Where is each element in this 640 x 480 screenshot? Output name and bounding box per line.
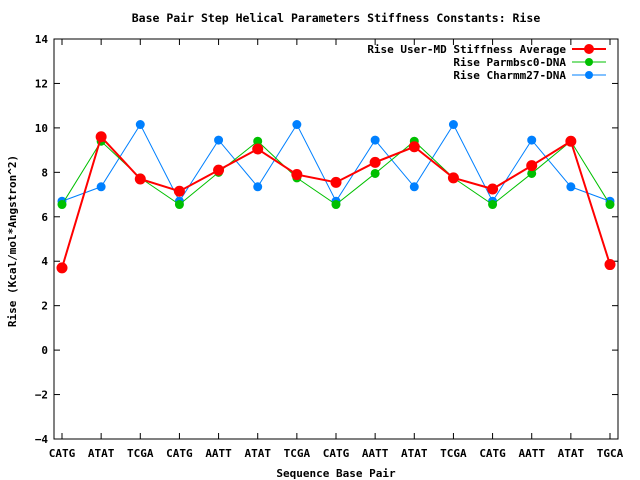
- x-tick-label: ATAT: [558, 447, 585, 460]
- legend-marker-2: [585, 71, 593, 79]
- legend-label-1: Rise Parmbsc0-DNA: [453, 56, 566, 69]
- series-2-point: [527, 135, 537, 145]
- series-2-point: [448, 120, 458, 130]
- x-tick-label: ATAT: [88, 447, 115, 460]
- series-0-point: [95, 131, 107, 143]
- x-axis-label: Sequence Base Pair: [276, 467, 396, 480]
- x-tick-label: CATG: [49, 447, 76, 460]
- series-0-point: [134, 173, 146, 185]
- y-tick-label: 14: [35, 33, 49, 46]
- series-2-point: [253, 182, 263, 192]
- y-tick-label: −4: [35, 433, 49, 446]
- y-tick-label: −2: [35, 389, 48, 402]
- series-0-point: [56, 262, 68, 274]
- legend-label-2: Rise Charmm27-DNA: [453, 69, 566, 82]
- series-0-point: [604, 259, 616, 271]
- series-2-point: [135, 120, 145, 130]
- legend-marker-0: [584, 44, 594, 54]
- series-2-point: [96, 182, 106, 192]
- series-2-point: [370, 135, 380, 145]
- series-2-point: [566, 182, 576, 192]
- y-tick-label: 0: [41, 344, 48, 357]
- x-tick-label: CATG: [323, 447, 350, 460]
- x-tick-label: ATAT: [401, 447, 428, 460]
- series-0-point: [330, 176, 342, 188]
- y-tick-label: 8: [41, 166, 48, 179]
- series-1-point: [370, 168, 380, 178]
- x-tick-label: ATAT: [244, 447, 271, 460]
- series-1-point: [331, 200, 341, 210]
- series-2-point: [292, 120, 302, 130]
- series-0-point: [565, 135, 577, 147]
- series-0-point: [213, 164, 225, 176]
- series-0-point: [252, 143, 264, 155]
- legend-marker-1: [585, 58, 593, 66]
- y-tick-label: 12: [35, 77, 48, 90]
- legend-label-0: Rise User-MD Stiffness Average: [367, 43, 566, 56]
- series-2-point: [409, 182, 419, 192]
- y-tick-label: 4: [41, 255, 48, 268]
- x-tick-label: CATG: [479, 447, 506, 460]
- x-tick-label: AATT: [518, 447, 545, 460]
- x-tick-label: AATT: [205, 447, 232, 460]
- series-1-point: [605, 200, 615, 210]
- series-1-point: [174, 200, 184, 210]
- plot-frame: [53, 38, 619, 440]
- y-tick-label: 10: [35, 122, 48, 135]
- series-0-point: [408, 141, 420, 153]
- series-0-point: [487, 183, 499, 195]
- x-tick-label: TGCA: [597, 447, 624, 460]
- series-2-point: [214, 135, 224, 145]
- series-0-point: [173, 185, 185, 197]
- y-axis-label: Rise (Kcal/mol*Angstron^2): [6, 155, 19, 327]
- series-1-point: [57, 200, 67, 210]
- x-tick-label: TCGA: [127, 447, 154, 460]
- x-tick-label: CATG: [166, 447, 193, 460]
- series-0-point: [526, 160, 538, 172]
- x-tick-label: TCGA: [284, 447, 311, 460]
- series-0-point: [369, 156, 381, 168]
- chart-title: Base Pair Step Helical Parameters Stiffn…: [132, 11, 541, 25]
- y-tick-label: 2: [41, 300, 48, 313]
- x-tick-label: AATT: [362, 447, 389, 460]
- plot-layer: −4 −2 0 2 4 6 8 10 12 14 CATG ATAT TCGA CATG AATT ATAT T…: [35, 33, 624, 460]
- series-1-point: [488, 200, 498, 210]
- x-tick-label: TCGA: [440, 447, 467, 460]
- series-0-point: [447, 172, 459, 184]
- series-0-point: [291, 169, 303, 181]
- y-tick-label: 6: [41, 211, 48, 224]
